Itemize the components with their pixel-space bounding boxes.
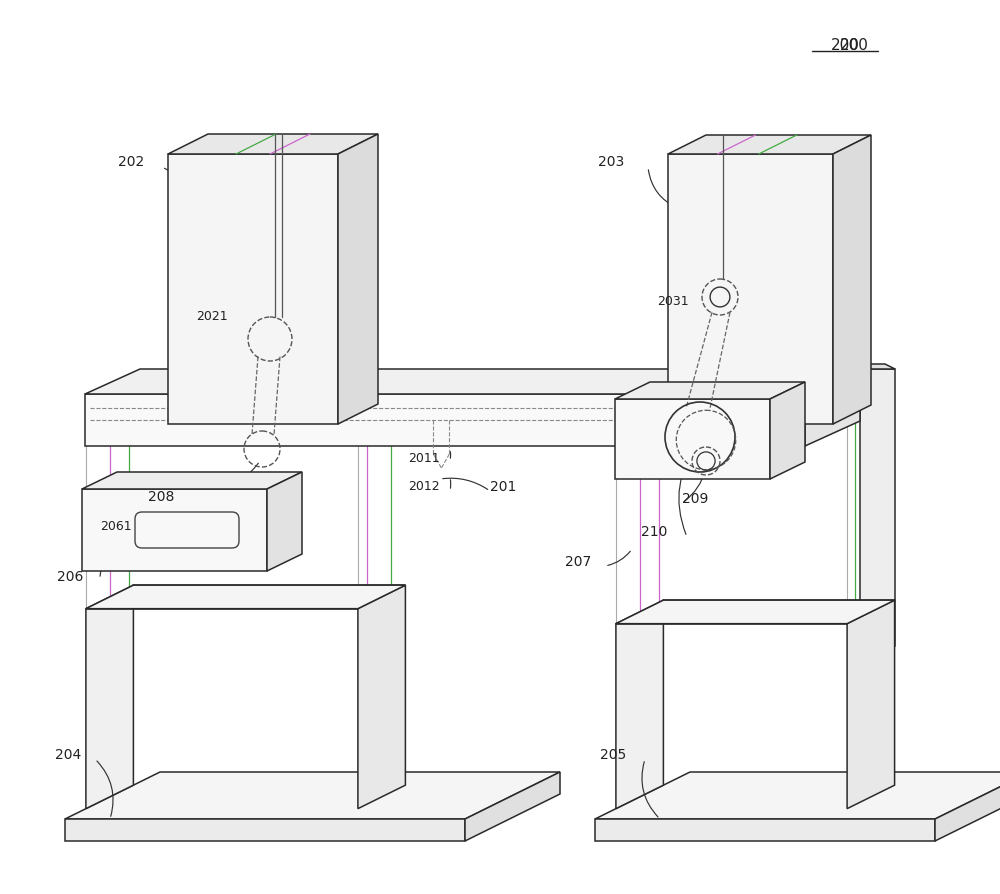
Polygon shape <box>82 489 267 571</box>
Polygon shape <box>338 135 378 425</box>
Polygon shape <box>595 819 935 841</box>
Polygon shape <box>168 155 338 425</box>
Polygon shape <box>615 400 770 479</box>
Polygon shape <box>805 369 860 446</box>
Polygon shape <box>595 772 1000 819</box>
Text: 2021: 2021 <box>196 309 228 323</box>
Polygon shape <box>86 586 133 809</box>
Polygon shape <box>833 136 871 425</box>
Polygon shape <box>770 383 805 479</box>
Polygon shape <box>65 772 560 819</box>
Polygon shape <box>935 772 1000 841</box>
Text: 207: 207 <box>565 554 591 569</box>
Polygon shape <box>86 586 405 609</box>
Polygon shape <box>85 369 860 394</box>
Polygon shape <box>616 601 663 809</box>
Polygon shape <box>267 472 302 571</box>
Text: 2011: 2011 <box>408 451 440 465</box>
Polygon shape <box>616 601 895 624</box>
Text: 201: 201 <box>490 479 516 493</box>
Polygon shape <box>847 601 895 809</box>
Text: 206: 206 <box>57 569 83 584</box>
Polygon shape <box>668 155 833 425</box>
Polygon shape <box>85 394 805 446</box>
Text: 2012: 2012 <box>408 479 440 493</box>
Polygon shape <box>860 369 895 646</box>
Text: 210: 210 <box>641 525 667 538</box>
Text: 209: 209 <box>682 492 708 505</box>
Polygon shape <box>668 136 871 155</box>
Text: 204: 204 <box>55 747 81 761</box>
Text: 200: 200 <box>840 38 869 53</box>
Text: 2061: 2061 <box>100 519 132 533</box>
Text: 200: 200 <box>831 38 859 53</box>
Polygon shape <box>850 365 895 369</box>
Polygon shape <box>82 472 302 489</box>
Polygon shape <box>615 383 805 400</box>
Polygon shape <box>358 586 405 809</box>
Text: 2031: 2031 <box>657 295 689 308</box>
Text: 202: 202 <box>118 155 144 169</box>
Polygon shape <box>168 135 378 155</box>
Polygon shape <box>465 772 560 841</box>
Text: 205: 205 <box>600 747 626 761</box>
Polygon shape <box>65 819 465 841</box>
Text: 203: 203 <box>598 155 624 169</box>
Text: 208: 208 <box>148 489 174 503</box>
